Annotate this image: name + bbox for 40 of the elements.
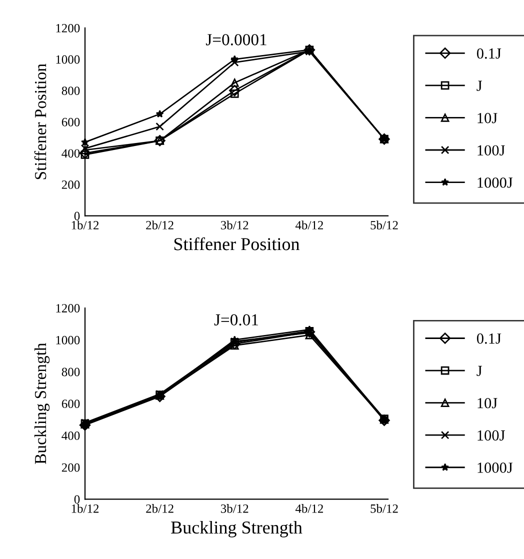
y-tick-label: 1000 (56, 336, 80, 344)
y-tick-label: 200 (62, 463, 80, 472)
legend-label: 1000J (478, 462, 513, 473)
y-tick-label: 800 (62, 368, 80, 376)
y-tick-label: 0 (74, 495, 80, 504)
x-tick-label: 2b/12 (146, 220, 174, 230)
y-tick-label: 600 (62, 118, 80, 126)
y-tick-label: 200 (62, 180, 80, 189)
x-tick-label: 2b/12 (146, 504, 174, 513)
x-tick-label: 3b/12 (220, 220, 248, 230)
y-tick-label: 400 (62, 431, 80, 440)
y-axis-title: Stiffener Position (34, 64, 46, 180)
y-tick-label: 800 (62, 86, 80, 96)
x-tick-label: 3b/12 (220, 504, 248, 513)
x-tick-label: 1b/12 (72, 504, 99, 513)
x-axis-title: Stiffener Position (174, 237, 300, 250)
legend-label: 100J (478, 145, 505, 156)
y-tick-label: 1200 (56, 304, 80, 312)
legend-label: J (476, 80, 482, 91)
x-tick-label: 1b/12 (72, 220, 99, 230)
legend-label: 10J (478, 112, 498, 124)
y-axis-title: Buckling Strength (34, 342, 50, 464)
chart-title: J=0.0001 (206, 34, 266, 46)
x-axis-title: Buckling Strength (171, 520, 302, 538)
legend-label: 100J (478, 430, 505, 441)
y-tick-label: 400 (62, 149, 80, 158)
y-tick-label: 0 (74, 212, 80, 220)
legend-label: 0.1J (476, 48, 502, 59)
legend-label: J (476, 366, 482, 376)
legend-label: 10J (478, 398, 498, 408)
x-tick-label: 4b/12 (295, 220, 323, 230)
legend-label: 1000J (478, 177, 513, 188)
legend-label: 0.1J (476, 333, 502, 344)
y-tick-label: 1000 (56, 55, 80, 64)
x-tick-label: 4b/12 (295, 504, 323, 513)
chart-title: J=0.01 (214, 314, 258, 326)
y-tick-label: 600 (62, 400, 80, 408)
x-tick-label: 5b/12 (370, 504, 398, 513)
x-tick-label: 5b/12 (370, 220, 398, 230)
y-tick-label: 1200 (56, 24, 80, 32)
